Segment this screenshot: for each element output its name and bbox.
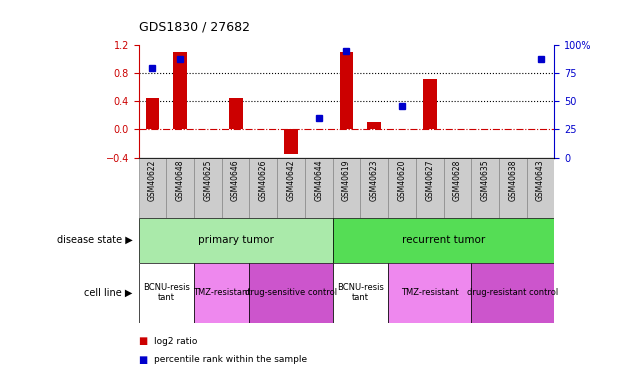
Text: GSM40626: GSM40626 xyxy=(259,159,268,201)
Bar xyxy=(360,158,388,218)
Text: ■: ■ xyxy=(139,355,148,365)
Text: GSM40627: GSM40627 xyxy=(425,159,434,201)
Bar xyxy=(340,52,353,129)
Bar xyxy=(333,217,554,262)
Bar xyxy=(423,79,437,129)
Bar xyxy=(194,262,249,322)
Text: GSM40635: GSM40635 xyxy=(481,159,490,201)
Bar xyxy=(229,98,243,129)
Bar xyxy=(499,158,527,218)
Bar xyxy=(249,262,333,322)
Text: GSM40646: GSM40646 xyxy=(231,159,240,201)
Text: BCNU-resis
tant: BCNU-resis tant xyxy=(143,283,190,302)
Text: TMZ-resistant: TMZ-resistant xyxy=(193,288,251,297)
Bar xyxy=(139,262,194,322)
Bar xyxy=(305,158,333,218)
Text: GSM40638: GSM40638 xyxy=(508,159,517,201)
Text: GSM40623: GSM40623 xyxy=(370,159,379,201)
Text: cell line ▶: cell line ▶ xyxy=(84,288,132,297)
Bar xyxy=(277,158,305,218)
Text: GSM40622: GSM40622 xyxy=(148,159,157,201)
Bar xyxy=(166,158,194,218)
Text: GSM40620: GSM40620 xyxy=(398,159,406,201)
Text: disease state ▶: disease state ▶ xyxy=(57,235,132,245)
Bar xyxy=(527,158,554,218)
Text: percentile rank within the sample: percentile rank within the sample xyxy=(154,356,307,364)
Bar xyxy=(471,158,499,218)
Bar xyxy=(194,158,222,218)
Bar xyxy=(333,262,388,322)
Text: GSM40643: GSM40643 xyxy=(536,159,545,201)
Text: log2 ratio: log2 ratio xyxy=(154,337,198,346)
Bar xyxy=(333,158,360,218)
Bar xyxy=(416,158,444,218)
Text: drug-sensitive control: drug-sensitive control xyxy=(245,288,337,297)
Text: ■: ■ xyxy=(139,336,148,346)
Bar xyxy=(284,129,298,154)
Bar xyxy=(249,158,277,218)
Text: GSM40642: GSM40642 xyxy=(287,159,295,201)
Text: GSM40625: GSM40625 xyxy=(203,159,212,201)
Text: drug-resistant control: drug-resistant control xyxy=(467,288,558,297)
Text: GSM40628: GSM40628 xyxy=(453,159,462,201)
Text: GSM40644: GSM40644 xyxy=(314,159,323,201)
Text: TMZ-resistant: TMZ-resistant xyxy=(401,288,459,297)
Text: GSM40619: GSM40619 xyxy=(342,159,351,201)
Bar xyxy=(139,158,166,218)
Text: primary tumor: primary tumor xyxy=(198,235,273,245)
Bar xyxy=(444,158,471,218)
Bar xyxy=(388,262,471,322)
Bar xyxy=(471,262,554,322)
Bar xyxy=(222,158,249,218)
Text: BCNU-resis
tant: BCNU-resis tant xyxy=(337,283,384,302)
Bar xyxy=(367,122,381,129)
Bar xyxy=(173,52,187,129)
Bar xyxy=(388,158,416,218)
Bar xyxy=(146,98,159,129)
Text: recurrent tumor: recurrent tumor xyxy=(402,235,485,245)
Text: GSM40648: GSM40648 xyxy=(176,159,185,201)
Text: GDS1830 / 27682: GDS1830 / 27682 xyxy=(139,21,249,34)
Bar xyxy=(139,217,333,262)
